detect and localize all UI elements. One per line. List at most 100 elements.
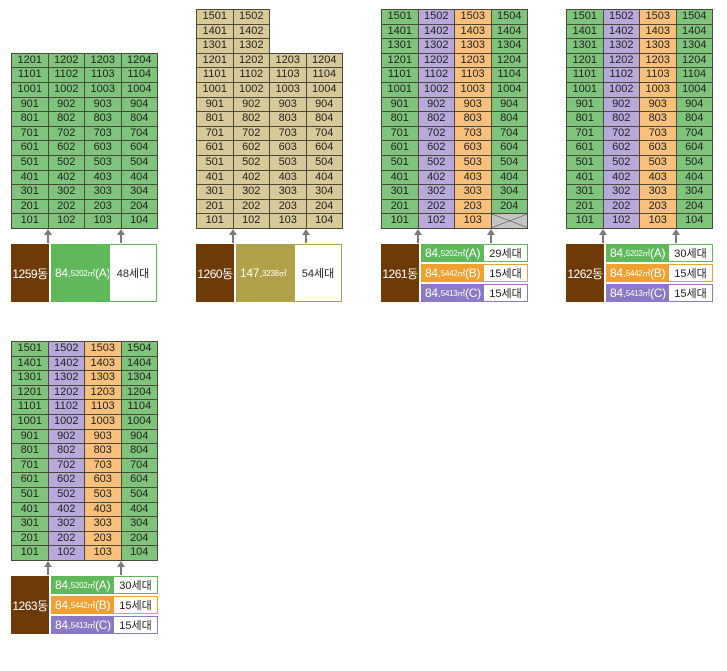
unit-cell: 403	[269, 169, 307, 186]
unit-cell: 401	[381, 169, 419, 186]
unit-cell: 803	[84, 111, 122, 127]
unit-cell: 602	[602, 140, 640, 156]
unit-cell: 404	[120, 169, 158, 186]
unit-type-label: 147. 3238 ㎡	[236, 244, 294, 302]
unit-cell: 1003	[454, 82, 492, 98]
unit-cell: 1504	[675, 9, 713, 25]
unit-cell: 901	[381, 96, 419, 113]
unit-cell: 1201	[566, 52, 604, 69]
unit-cell: 1401	[196, 23, 234, 40]
unit-cell: 1303	[84, 370, 122, 386]
unit-cell: 1002	[47, 414, 85, 430]
unit-cell: 101	[11, 545, 49, 561]
unit-cell: 503	[639, 155, 677, 171]
unit-cell: 1303	[639, 38, 677, 54]
type-suffix: (A)	[95, 266, 111, 280]
unit-cell: 902	[47, 428, 85, 445]
unit-cell: 402	[47, 169, 85, 186]
unit-cell: 701	[566, 125, 604, 142]
unit-cell: 1002	[417, 82, 455, 98]
area-unit: ㎡	[87, 268, 96, 278]
unit-cell: 1102	[417, 67, 455, 83]
unit-cell: 1502	[417, 9, 455, 25]
unit-cell: 102	[47, 213, 85, 229]
building-label: 1262동	[566, 244, 604, 302]
unit-cell: 504	[675, 155, 713, 171]
unit-cell: 1202	[602, 52, 640, 69]
unit-cell: 104	[305, 213, 343, 229]
unit-cell: 1003	[269, 82, 307, 98]
unit-cell: 103	[84, 545, 122, 561]
unit-cell: 503	[454, 155, 492, 171]
unit-cell: 1402	[602, 23, 640, 40]
area-integer: 84.	[425, 246, 441, 260]
unit-cell: 1204	[675, 52, 713, 69]
unit-cell: 704	[305, 125, 343, 142]
household-count: 54세대	[294, 244, 342, 302]
unit-type-label: 84. 5202 ㎡ (A)	[51, 244, 111, 302]
unit-cell: 502	[47, 155, 85, 171]
area-decimal: 5202	[625, 248, 643, 258]
household-count: 15세대	[483, 264, 528, 282]
unit-cell: 804	[120, 443, 158, 459]
area-decimal: 5413	[625, 288, 643, 298]
area-integer: 84.	[55, 598, 71, 612]
unit-cell: 604	[490, 140, 528, 156]
unit-cell: 401	[11, 501, 49, 518]
unit-cell: 503	[269, 155, 307, 171]
unit-cell: 504	[120, 155, 158, 171]
unit-type-label: 84. 5413 ㎡ (C)	[606, 284, 668, 302]
unit-cell: 401	[566, 169, 604, 186]
unit-cell: 504	[490, 155, 528, 171]
unit-cell: 503	[84, 487, 122, 503]
unit-cell: 1101	[381, 67, 419, 83]
unit-cell: 703	[639, 125, 677, 142]
unit-cell: 602	[47, 140, 85, 156]
unit-cell: 901	[11, 428, 49, 445]
unit-cell: 503	[84, 155, 122, 171]
unit-cell: 601	[196, 140, 234, 156]
unit-cell: 502	[47, 487, 85, 503]
unit-cell: 1403	[639, 23, 677, 40]
area-unit: ㎡	[642, 268, 651, 278]
unit-cell: 304	[305, 184, 343, 200]
unit-cell: 301	[381, 184, 419, 200]
unit-cell: 303	[84, 516, 122, 532]
unit-cell: 1102	[232, 67, 270, 83]
unit-cell: 402	[602, 169, 640, 186]
unit-cell: 1202	[417, 52, 455, 69]
unit-cell: 202	[417, 198, 455, 215]
entrance-arrow-icon	[301, 229, 310, 243]
unit-cell: 302	[417, 184, 455, 200]
unit-cell: 1402	[232, 23, 270, 40]
unit-cell: 803	[269, 111, 307, 127]
unit-cell: 302	[47, 516, 85, 532]
unit-cell: 802	[47, 443, 85, 459]
unit-cell: 1204	[305, 52, 343, 69]
unit-cell: 703	[84, 457, 122, 474]
unit-cell: 902	[47, 96, 85, 113]
area-unit: ㎡	[278, 268, 287, 278]
unit-cell	[490, 213, 528, 229]
unit-cell: 1004	[305, 82, 343, 98]
unit-cell: 903	[454, 96, 492, 113]
type-suffix: (B)	[465, 266, 481, 280]
unit-cell: 1001	[196, 82, 234, 98]
unit-cell: 204	[120, 198, 158, 215]
unit-cell: 501	[566, 155, 604, 171]
unit-cell: 904	[675, 96, 713, 113]
household-count: 29세대	[483, 244, 528, 262]
area-integer: 84.	[55, 618, 71, 632]
unit-cell: 1504	[120, 341, 158, 357]
unit-cell: 1102	[602, 67, 640, 83]
unit-cell: 304	[490, 184, 528, 200]
entrance-arrow-icon	[116, 229, 125, 243]
unit-cell: 1202	[232, 52, 270, 69]
unit-cell: 1502	[602, 9, 640, 25]
unit-cell: 1002	[602, 82, 640, 98]
building-label: 1261동	[381, 244, 419, 302]
unit-cell: 102	[417, 213, 455, 229]
unit-cell: 404	[305, 169, 343, 186]
unit-cell: 904	[120, 428, 158, 445]
household-count: 15세대	[483, 284, 528, 302]
